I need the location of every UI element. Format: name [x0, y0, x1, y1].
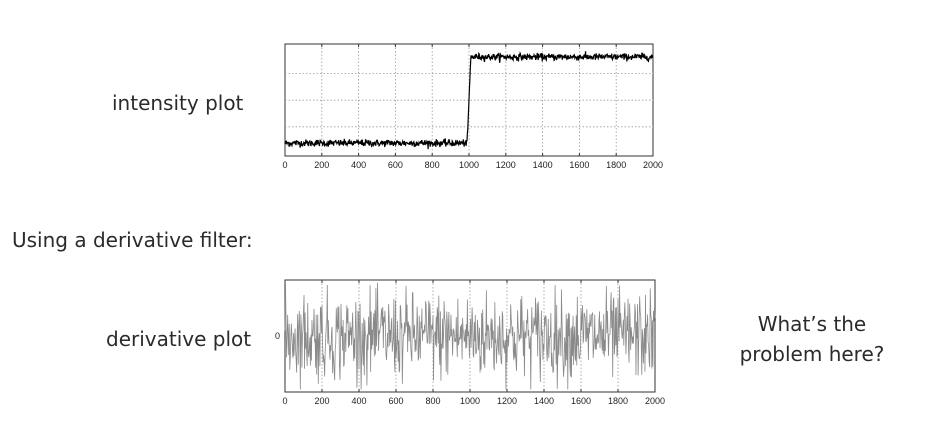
x-tick-label: 1000 — [459, 160, 479, 170]
x-tick-label: 2000 — [643, 160, 663, 170]
question-text: What’s the problem here? — [722, 309, 902, 369]
x-tick-label: 600 — [388, 160, 403, 170]
derivative-plot-label: derivative plot — [106, 327, 252, 351]
x-tick-label: 1200 — [496, 160, 516, 170]
y-tick-label: 0 — [275, 331, 280, 341]
x-tick-label: 0 — [282, 396, 287, 406]
x-tick-label: 200 — [314, 396, 329, 406]
intensity-chart: 0 200 400 600 800 1000 1200 1400 1600 1800 2000 — [282, 43, 663, 170]
intensity-series-line — [284, 51, 654, 150]
intensity-plot-label: intensity plot — [112, 91, 244, 115]
x-tick-label: 1600 — [569, 160, 589, 170]
x-tick-label: 1400 — [533, 160, 553, 170]
x-tick-label: 1800 — [606, 160, 626, 170]
x-tick-label: 200 — [314, 160, 329, 170]
x-tick-label: 400 — [351, 160, 366, 170]
x-tick-label: 1000 — [460, 396, 480, 406]
x-tick-label: 800 — [425, 160, 440, 170]
x-tick-label: 800 — [425, 396, 440, 406]
x-tick-label: 1600 — [571, 396, 591, 406]
filter-heading: Using a derivative filter: — [12, 228, 253, 252]
x-tick-label: 1800 — [608, 396, 628, 406]
x-tick-label: 1400 — [534, 396, 554, 406]
question-line-2: problem here? — [739, 342, 885, 366]
x-tick-label: 2000 — [645, 396, 665, 406]
question-line-1: What’s the — [757, 312, 867, 336]
x-tick-label: 600 — [388, 396, 403, 406]
x-tick-label: 1200 — [497, 396, 517, 406]
derivative-noise-underlay — [284, 282, 656, 390]
x-tick-label: 400 — [351, 396, 366, 406]
x-tick-label: 0 — [282, 160, 287, 170]
